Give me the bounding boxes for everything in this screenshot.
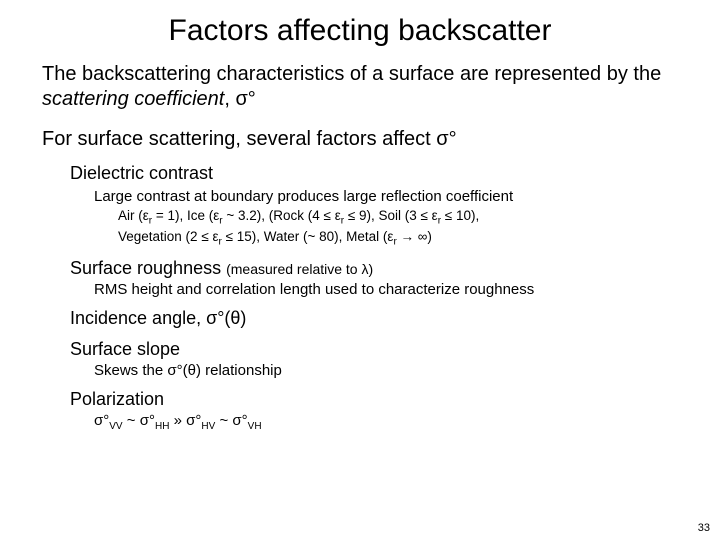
t: Vegetation (2 ≤ ε xyxy=(118,229,219,244)
t: σ° xyxy=(186,412,201,429)
sub-hv: HV xyxy=(201,421,215,432)
t: σ° xyxy=(232,412,247,429)
page-number: 33 xyxy=(698,522,710,534)
t: ~ xyxy=(215,412,232,429)
intro-text-c: , σ° xyxy=(224,88,255,110)
intro-italic: scattering coefficient xyxy=(42,88,224,110)
intro-paragraph: The backscattering characteristics of a … xyxy=(42,62,692,112)
slope-sub: Skews the σ°(θ) relationship xyxy=(94,362,692,379)
incidence-heading: Incidence angle, σ°(θ) xyxy=(70,308,692,329)
dielectric-values: Air (εr = 1), Ice (εr ~ 3.2), (Rock (4 ≤… xyxy=(118,207,692,248)
t: ≤ 15), Water (~ 80), Metal (ε xyxy=(222,229,394,244)
t: σ° xyxy=(94,412,109,429)
dielectric-sub: Large contrast at boundary produces larg… xyxy=(94,188,692,205)
t: » xyxy=(169,412,186,429)
t: ≤ 9), Soil (3 ≤ ε xyxy=(344,208,438,223)
t: → ∞) xyxy=(397,229,432,244)
sub-vv: VV xyxy=(109,421,122,432)
polarization-formula: σ°VV ~ σ°HH » σ°HV ~ σ°VH xyxy=(94,412,692,432)
sub-hh: HH xyxy=(155,421,169,432)
roughness-sub: RMS height and correlation length used t… xyxy=(94,281,692,298)
factors-line: For surface scattering, several factors … xyxy=(42,128,692,151)
dielectric-heading: Dielectric contrast xyxy=(70,163,692,184)
sub-vh: VH xyxy=(248,421,262,432)
t: = 1), Ice (ε xyxy=(152,208,219,223)
slope-heading: Surface slope xyxy=(70,339,692,360)
polarization-heading: Polarization xyxy=(70,389,692,410)
t: Air (ε xyxy=(118,208,149,223)
roughness-heading: Surface roughness (measured relative to … xyxy=(70,258,692,279)
intro-text-a: The backscattering characteristics of a … xyxy=(42,63,661,85)
roughness-label: Surface roughness xyxy=(70,258,226,278)
t: ~ 3.2), (Rock (4 ≤ ε xyxy=(223,208,341,223)
t: ≤ 10), xyxy=(441,208,479,223)
roughness-note: (measured relative to λ) xyxy=(226,261,373,277)
t: σ° xyxy=(140,412,155,429)
slide-title: Factors affecting backscatter xyxy=(28,14,692,48)
t: ~ xyxy=(123,412,140,429)
